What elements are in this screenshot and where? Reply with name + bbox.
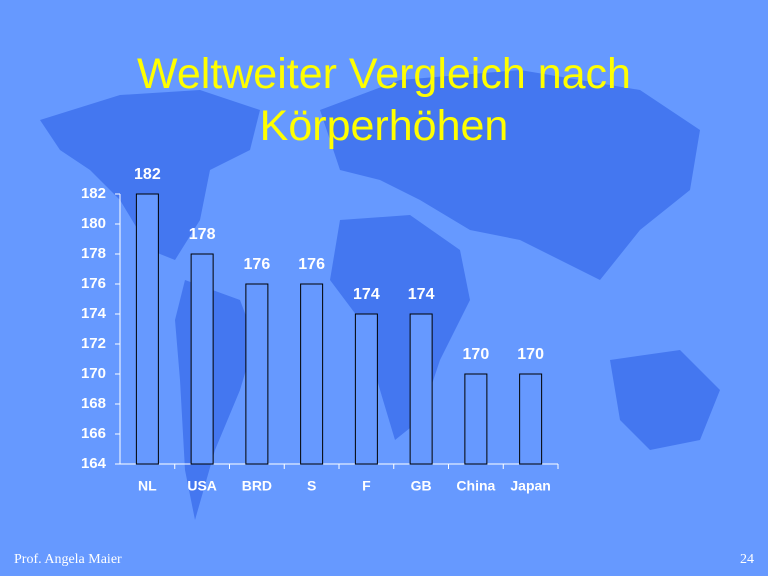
- data-label: 182: [134, 166, 161, 183]
- y-tick-label: 176: [81, 275, 106, 292]
- footer-author: Prof. Angela Maier: [14, 552, 122, 567]
- y-tick-label: 180: [81, 215, 106, 232]
- bar: [354, 313, 378, 465]
- x-tick-label: Japan: [510, 478, 550, 494]
- x-tick-label: USA: [187, 478, 217, 494]
- y-tick-label: 182: [81, 185, 106, 202]
- bar: [300, 283, 324, 465]
- bar: [464, 373, 488, 465]
- map-shape: [610, 350, 720, 450]
- x-tick-label: S: [307, 478, 316, 494]
- data-label: 174: [353, 286, 380, 303]
- x-tick-label: BRD: [242, 478, 272, 494]
- bar: [409, 313, 433, 465]
- y-tick-label: 168: [81, 395, 106, 412]
- map-shape: [320, 70, 700, 280]
- y-tick-label: 174: [81, 305, 107, 322]
- data-label: 174: [408, 286, 435, 303]
- y-tick-label: 178: [81, 245, 106, 262]
- map-shape: [40, 90, 260, 260]
- data-label: 178: [189, 226, 216, 243]
- data-label: 176: [244, 256, 271, 273]
- y-tick-label: 164: [81, 455, 107, 472]
- page-number: 24: [740, 552, 754, 567]
- bar: [190, 253, 214, 465]
- y-tick-label: 172: [81, 335, 106, 352]
- x-tick-label: China: [456, 478, 495, 494]
- x-tick-label: F: [362, 478, 371, 494]
- data-label: 170: [517, 346, 544, 363]
- y-tick-label: 170: [81, 365, 106, 382]
- data-label: 170: [463, 346, 490, 363]
- y-tick-label: 166: [81, 425, 106, 442]
- bar: [519, 373, 543, 465]
- data-label: 176: [298, 256, 325, 273]
- x-tick-label: GB: [411, 478, 432, 494]
- bar: [135, 193, 159, 465]
- bar: [245, 283, 269, 465]
- slide-title: Weltweiter Vergleich nach Körperhöhen: [137, 50, 631, 150]
- map-shape: [330, 215, 470, 440]
- x-tick-label: NL: [138, 478, 157, 494]
